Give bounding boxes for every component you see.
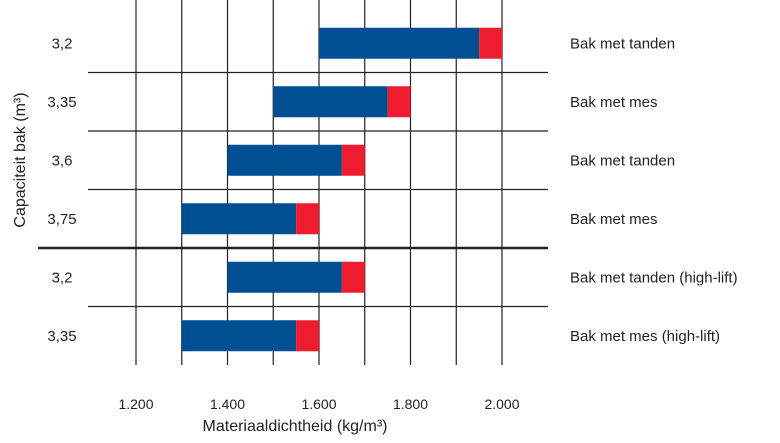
y-tick-label: 3,75	[47, 211, 76, 228]
y-tick-label: 3,2	[52, 269, 73, 286]
row-label: Bak met mes (high-lift)	[570, 328, 720, 345]
grid	[38, 0, 548, 365]
x-tick-label: 1.800	[393, 396, 428, 412]
bar-segment-red	[341, 261, 365, 293]
row-label: Bak met tanden (high-lift)	[570, 269, 738, 286]
bar-segment-red	[296, 203, 319, 235]
bar-segment-blue	[227, 261, 342, 293]
y-tick-label: 3,2	[52, 35, 73, 52]
y-axis-label: Capaciteit bak (m³)	[12, 92, 29, 227]
row-label: Bak met tanden	[570, 152, 675, 169]
x-tick-label: 1.600	[301, 396, 336, 412]
bar-segment-blue	[181, 203, 297, 235]
x-tick-label: 2.000	[484, 396, 519, 412]
y-tick-label: 3,6	[52, 152, 73, 169]
bar-segment-red	[341, 144, 365, 176]
y-tick-label: 3,35	[47, 328, 76, 345]
bar-segment-red	[387, 86, 411, 118]
bar-segment-blue	[319, 27, 480, 59]
bars	[181, 27, 502, 352]
row-label: Bak met mes	[570, 94, 658, 111]
bar-segment-red	[296, 320, 319, 352]
x-tick-label: 1.200	[118, 396, 153, 412]
x-axis-label: Materiaaldichtheid (kg/m³)	[203, 418, 388, 435]
row-label: Bak met mes	[570, 211, 658, 228]
row-label: Bak met tanden	[570, 35, 675, 52]
bar-segment-blue	[227, 144, 342, 176]
bar-segment-blue	[181, 320, 297, 352]
labels: 3,2 Bak met tanden 3,35 Bak met mes 3,6 Bak m…	[47, 35, 737, 412]
y-tick-label: 3,35	[47, 94, 76, 111]
bar-segment-red	[479, 27, 502, 59]
x-tick-label: 1.400	[210, 396, 245, 412]
bar-segment-blue	[273, 86, 388, 118]
